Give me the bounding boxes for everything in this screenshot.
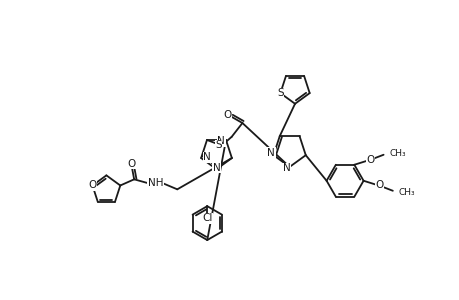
Text: CH₃: CH₃: [389, 149, 405, 158]
Text: N: N: [282, 164, 290, 173]
Text: CH₃: CH₃: [398, 188, 415, 197]
Text: S: S: [215, 140, 221, 150]
Text: O: O: [128, 159, 136, 169]
Text: N: N: [203, 152, 211, 162]
Text: N: N: [267, 148, 274, 158]
Text: N: N: [217, 136, 225, 146]
Text: O: O: [365, 155, 374, 165]
Text: S: S: [276, 88, 283, 98]
Text: Cl: Cl: [202, 214, 212, 224]
Text: N: N: [212, 163, 220, 173]
Text: NH: NH: [148, 178, 163, 188]
Text: O: O: [375, 180, 383, 190]
Text: O: O: [88, 181, 96, 190]
Text: O: O: [223, 110, 231, 119]
